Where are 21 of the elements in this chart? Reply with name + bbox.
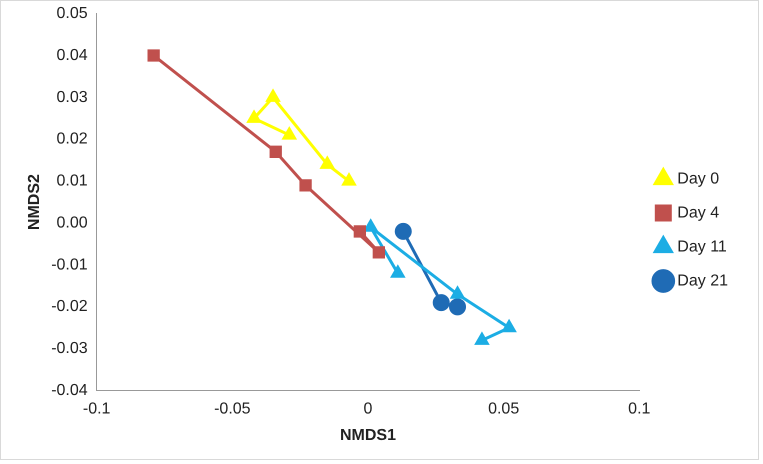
y-tick-label: 0.05 <box>56 5 88 22</box>
x-axis-title: NMDS1 <box>340 426 396 444</box>
x-tick-label: -0.1 <box>82 400 111 418</box>
x-tick-label: 0.1 <box>628 400 651 418</box>
y-tick-label: -0.04 <box>51 382 88 400</box>
x-tick-label: -0.05 <box>214 400 251 418</box>
legend-label: Day 0 <box>677 170 720 188</box>
x-tick-label: 0.05 <box>488 400 520 418</box>
y-tick-label: 0.00 <box>56 214 88 232</box>
y-axis-title: NMDS2 <box>26 174 44 230</box>
y-tick-label: 0.02 <box>56 130 88 148</box>
legend-label: Day 21 <box>677 272 728 290</box>
y-tick-label: 0.01 <box>56 172 88 190</box>
y-tick-label: 0.04 <box>56 46 88 64</box>
y-tick-label: -0.02 <box>51 298 88 316</box>
y-tick-label: 0.03 <box>56 88 88 106</box>
y-tick-label: -0.01 <box>51 256 88 274</box>
legend-label: Day 4 <box>677 204 720 222</box>
legend-label: Day 11 <box>677 238 727 256</box>
y-tick-label: -0.03 <box>51 340 88 358</box>
x-tick-label: 0 <box>364 400 373 418</box>
